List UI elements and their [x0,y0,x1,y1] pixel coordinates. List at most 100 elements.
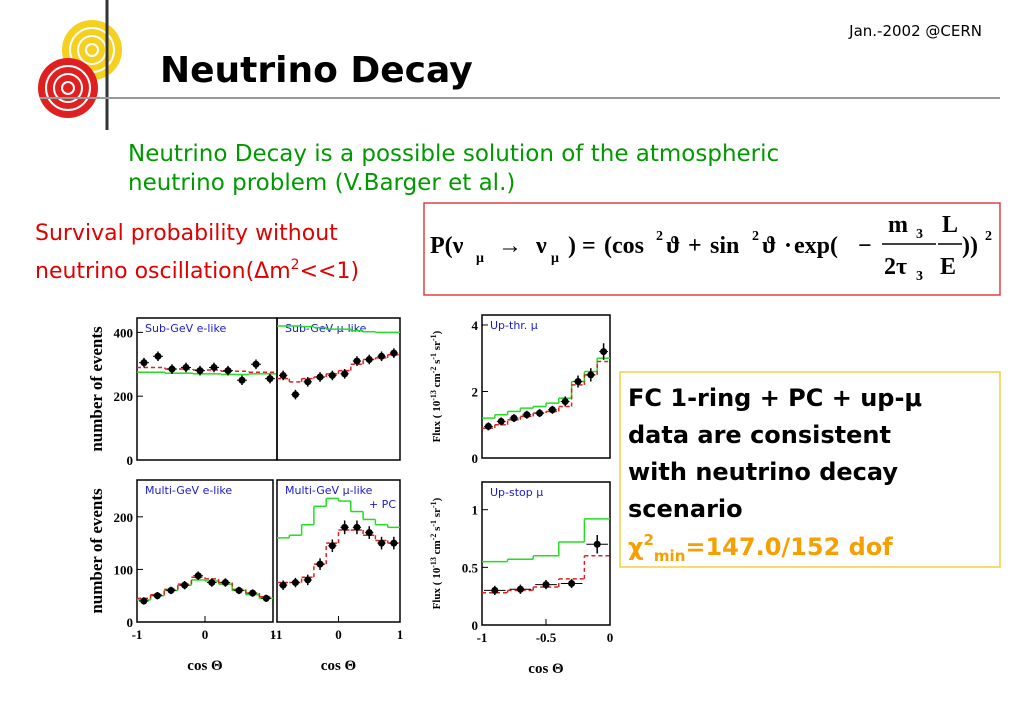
y-axis-label: Flux ( 10-13 cm-2 s-1 sr-1) [429,330,443,442]
data-point [153,351,163,362]
data-point [315,372,325,382]
f: − [858,233,872,259]
y-tick-label: 100 [114,562,134,577]
data-point [377,536,386,550]
point [153,592,161,600]
data-point [207,578,217,587]
f: ϑ [762,233,776,259]
y-axis-label: number of events [87,488,106,614]
label-part: Flux ( 10 [431,400,443,442]
data-point [152,592,163,600]
data-point [340,520,349,535]
x-tick-label: 0 [202,627,209,642]
data-point [352,520,362,535]
x-axis-label: cos Θ [187,658,222,674]
f: μ [551,251,559,266]
y-tick-label: 1 [472,503,479,518]
y-tick-label: 4 [472,318,479,333]
data-point [234,586,244,595]
point [574,378,582,386]
f: exp( [794,233,838,259]
point [600,348,608,356]
f: · [784,233,792,259]
point [291,579,299,587]
data-point [365,354,374,365]
conclusion: FC 1-ring + PC + up-μ data are consisten… [628,384,922,565]
date: Jan.-2002 @CERN [848,22,982,40]
data-point [291,389,300,400]
data-point [193,571,203,580]
data-point [535,580,557,590]
f: m [888,212,908,238]
f: → [498,233,522,259]
point [542,581,550,589]
data-point [167,364,177,374]
y-tick-label: 0 [127,615,134,630]
y-tick-label: 2 [472,384,479,399]
x-tick-label: 1 [270,627,277,642]
point [365,529,373,537]
label-part: -2 [429,534,438,541]
data-point [166,586,176,595]
y-tick-label: 200 [114,389,134,404]
line: FC 1-ring + PC + up-μ [628,384,922,412]
data-point [223,365,233,376]
point [168,365,176,373]
survival: neutrino oscillation(Δm2<<1) [35,257,359,284]
y-tick-label: 200 [114,510,134,525]
data-point [237,375,247,386]
data-point [291,577,300,588]
y-axis-label: number of events [87,326,106,452]
f: E [940,254,956,280]
frame [136,479,274,623]
point [208,579,216,587]
data-point [509,584,532,594]
f: 3 [916,227,923,242]
f: )) [962,233,978,259]
point [328,542,336,550]
point [140,359,148,367]
data-point [303,377,312,387]
data-point [560,396,570,407]
frame [136,317,278,461]
y-tick-label: 400 [114,325,134,340]
data-point [389,536,398,550]
point [154,352,162,360]
point [291,391,299,399]
f: 2 [752,229,759,244]
x-tick-label: 0 [607,630,614,645]
label-part: cm [431,540,443,557]
point [328,371,336,379]
panel-label: Up-thr. μ [490,319,538,332]
conclusion-box [619,371,1001,568]
data-point [496,417,506,426]
label-part: s [431,359,443,367]
frame [481,314,611,459]
data-point [377,351,386,362]
point [140,597,148,605]
data-point [139,357,149,368]
point [194,572,202,580]
data-point [389,348,398,358]
f: P(ν [430,233,464,259]
data-point [522,410,532,419]
point [390,349,398,357]
label-part: number of events [87,326,106,452]
point [262,594,270,602]
f: = [582,233,596,259]
label-part: s [431,526,443,534]
y-tick-label: 0 [127,453,134,468]
panel-label: + PC [369,498,396,511]
label-part: sr [431,508,443,520]
f: 3 [916,269,923,284]
line: data are consistent [628,421,891,449]
x-axis-label: cos Θ [321,658,356,674]
f: ) [568,233,576,259]
intro: Neutrino Decay is a possible solution of… [128,141,779,167]
label-part: Flux ( 10 [431,567,443,609]
data-point [209,362,219,373]
data-point [548,405,557,414]
data-point [573,375,583,388]
point [341,523,349,531]
